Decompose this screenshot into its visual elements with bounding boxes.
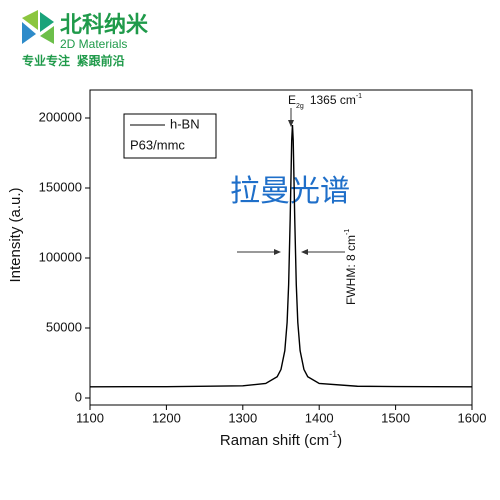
peak-label-sub: 2g xyxy=(296,103,304,110)
fwhm-arrowhead-right xyxy=(301,249,308,255)
logo-name: 北科纳米 xyxy=(60,12,149,37)
x-tick-label: 1500 xyxy=(381,410,410,425)
spectrum-line xyxy=(89,124,473,388)
x-tick-label: 1600 xyxy=(458,410,487,425)
y-axis-title: Intensity (a.u.) xyxy=(7,187,24,282)
x-tick-label: 1300 xyxy=(228,410,257,425)
y-tick-label: 200000 xyxy=(39,109,82,124)
plot-frame xyxy=(89,89,473,406)
y-tick-label: 150000 xyxy=(39,179,82,194)
x-title-main: Raman shift (cm xyxy=(220,432,329,449)
y-tick-label: 50000 xyxy=(46,319,82,334)
logo-icon xyxy=(22,10,54,44)
y-tick-label: 0 xyxy=(75,389,82,404)
x-tick-label: 1400 xyxy=(305,410,334,425)
logo-subtitle: 2D Materials xyxy=(60,37,127,51)
x-tick-label: 1100 xyxy=(76,410,104,425)
x-tick-label: 1200 xyxy=(152,410,181,425)
peak-label: E2g 1365 cm-1 xyxy=(288,93,362,110)
x-axis-title: Raman shift (cm-1) xyxy=(220,429,342,449)
logo-slogan: 专业专注 紧跟前沿 xyxy=(22,53,125,68)
fwhm-main: FWHM: 8 cm xyxy=(344,235,358,305)
x-title-sup: -1 xyxy=(329,429,337,439)
fwhm-sup: -1 xyxy=(344,229,351,235)
peak-position-sup: -1 xyxy=(356,93,362,100)
peak-label-main: E xyxy=(288,93,296,107)
y-tick-label: 100000 xyxy=(39,249,82,264)
peak-arrowhead xyxy=(288,120,294,127)
peak-position: 1365 cm xyxy=(310,93,356,107)
fwhm-arrowhead-left xyxy=(274,249,281,255)
x-title-end: ) xyxy=(337,432,342,449)
legend-box xyxy=(123,113,217,159)
fwhm-label: FWHM: 8 cm-1 xyxy=(344,229,358,305)
legend-note: P63/mmc xyxy=(130,137,185,152)
legend-label: h-BN xyxy=(170,116,200,131)
